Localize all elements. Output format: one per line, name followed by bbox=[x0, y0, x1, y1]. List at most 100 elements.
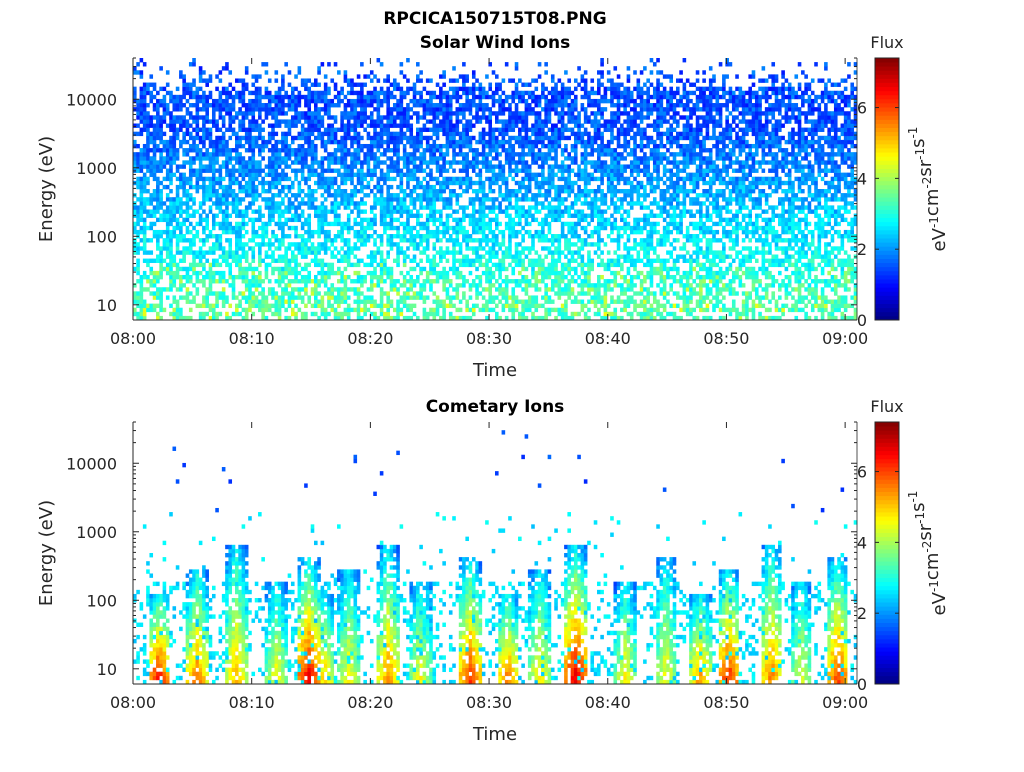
spectrogram-cell bbox=[455, 287, 460, 292]
spectrogram-cell bbox=[297, 205, 302, 210]
spectrogram-cell bbox=[149, 270, 154, 276]
spectrogram-cell bbox=[182, 103, 186, 108]
spectrogram-cell bbox=[235, 234, 239, 239]
spectrogram-cell bbox=[327, 176, 331, 182]
spectrogram-cell bbox=[550, 156, 555, 161]
spectrogram-cell bbox=[396, 291, 400, 296]
spectrogram-cell bbox=[310, 90, 315, 96]
spectrogram-cell bbox=[518, 189, 522, 194]
spectrogram-cell bbox=[195, 152, 200, 157]
spectrogram-cell bbox=[448, 107, 453, 112]
spectrogram-cell bbox=[481, 127, 486, 132]
spectrogram-cell bbox=[284, 111, 288, 116]
spectrogram-cell bbox=[488, 164, 493, 169]
spectrogram-cell bbox=[541, 143, 545, 149]
spectrogram-cell bbox=[317, 217, 321, 223]
spectrogram-cell bbox=[537, 238, 542, 243]
spectrogram-cell bbox=[182, 148, 186, 153]
spectrogram-cell bbox=[475, 254, 479, 259]
spectrogram-cell bbox=[274, 78, 279, 83]
spectrogram-cell bbox=[261, 139, 265, 145]
spectrogram-cell bbox=[356, 274, 361, 280]
spectrogram-cell bbox=[386, 250, 390, 255]
spectrogram-cell bbox=[527, 234, 532, 239]
spectrogram-cell bbox=[264, 164, 269, 169]
spectrogram-cell bbox=[439, 164, 443, 169]
spectrogram-cell bbox=[442, 70, 446, 75]
spectrogram-cell bbox=[531, 131, 535, 137]
spectrogram-cell bbox=[527, 148, 532, 153]
spectrogram-cell bbox=[228, 274, 233, 280]
spectrogram-cell bbox=[195, 209, 200, 214]
spectrogram-cell bbox=[462, 74, 466, 79]
spectrogram-cell bbox=[294, 217, 298, 223]
spectrogram-cell bbox=[389, 270, 394, 276]
spectrogram-cell bbox=[248, 123, 252, 128]
spectrogram-cell bbox=[297, 193, 302, 198]
spectrogram-cell bbox=[471, 74, 476, 79]
spectrogram-cell bbox=[534, 131, 539, 137]
spectrogram-cell bbox=[175, 164, 180, 169]
spectrogram-cell bbox=[356, 299, 361, 304]
spectrogram-cell bbox=[373, 135, 377, 141]
spectrogram-cell bbox=[373, 160, 377, 165]
spectrogram-cell bbox=[185, 229, 190, 235]
spectrogram-cell bbox=[458, 139, 463, 145]
spectrogram-cell bbox=[488, 283, 493, 288]
spectrogram-cell bbox=[547, 274, 552, 280]
spectrogram-cell bbox=[521, 156, 525, 161]
spectrogram-cell bbox=[271, 135, 275, 141]
spectrogram-cell bbox=[294, 279, 298, 284]
spectrogram-cell bbox=[202, 197, 206, 202]
spectrogram-cell bbox=[432, 291, 437, 296]
spectrogram-cell bbox=[369, 115, 374, 120]
spectrogram-cell bbox=[317, 229, 321, 235]
spectrogram-cell bbox=[396, 152, 400, 157]
spectrogram-cell bbox=[471, 262, 476, 268]
spectrogram-cell bbox=[304, 94, 308, 100]
spectrogram-cell bbox=[152, 270, 157, 276]
spectrogram-cell bbox=[149, 115, 154, 120]
spectrogram-cell bbox=[465, 168, 469, 173]
spectrogram-cell bbox=[297, 94, 302, 100]
spectrogram-cell bbox=[169, 221, 173, 227]
spectrogram-cell bbox=[389, 184, 394, 190]
spectrogram-cell bbox=[228, 135, 233, 141]
spectrogram-cell bbox=[508, 143, 512, 149]
spectrogram-cell bbox=[514, 258, 519, 263]
spectrogram-cell bbox=[475, 217, 479, 223]
spectrogram-cell bbox=[139, 201, 144, 206]
spectrogram-cell bbox=[221, 287, 226, 292]
spectrogram-cell bbox=[258, 193, 262, 198]
spectrogram-cell bbox=[175, 266, 180, 272]
spectrogram-cell bbox=[386, 201, 390, 206]
spectrogram-cell bbox=[504, 283, 509, 288]
spectrogram-cell bbox=[162, 266, 167, 272]
spectrogram-cell bbox=[462, 217, 466, 223]
spectrogram-cell bbox=[547, 180, 552, 186]
spectrogram-cell bbox=[475, 94, 479, 100]
spectrogram-cell bbox=[544, 86, 548, 92]
spectrogram-cell bbox=[409, 172, 414, 178]
spectrogram-cell bbox=[271, 94, 275, 100]
spectrogram-cell bbox=[396, 111, 400, 116]
spectrogram-cell bbox=[425, 234, 430, 239]
spectrogram-cell bbox=[192, 270, 196, 276]
spectrogram-cell bbox=[159, 246, 163, 251]
spectrogram-cell bbox=[182, 238, 186, 243]
spectrogram-cell bbox=[409, 266, 414, 272]
spectrogram-cell bbox=[208, 307, 213, 313]
spectrogram-cell bbox=[369, 123, 374, 128]
spectrogram-cell bbox=[508, 213, 512, 218]
spectrogram-cell bbox=[264, 225, 269, 231]
spectrogram-cell bbox=[225, 107, 229, 112]
spectrogram-cell bbox=[425, 119, 430, 124]
spectrogram-cell bbox=[350, 160, 354, 165]
spectrogram-cell bbox=[244, 139, 249, 145]
spectrogram-cell bbox=[550, 127, 555, 132]
spectrogram-cell bbox=[287, 70, 292, 75]
spectrogram-cell bbox=[307, 164, 312, 169]
spectrogram-cell bbox=[360, 82, 364, 87]
spectrogram-cell bbox=[146, 303, 150, 309]
spectrogram-cell bbox=[406, 221, 410, 227]
